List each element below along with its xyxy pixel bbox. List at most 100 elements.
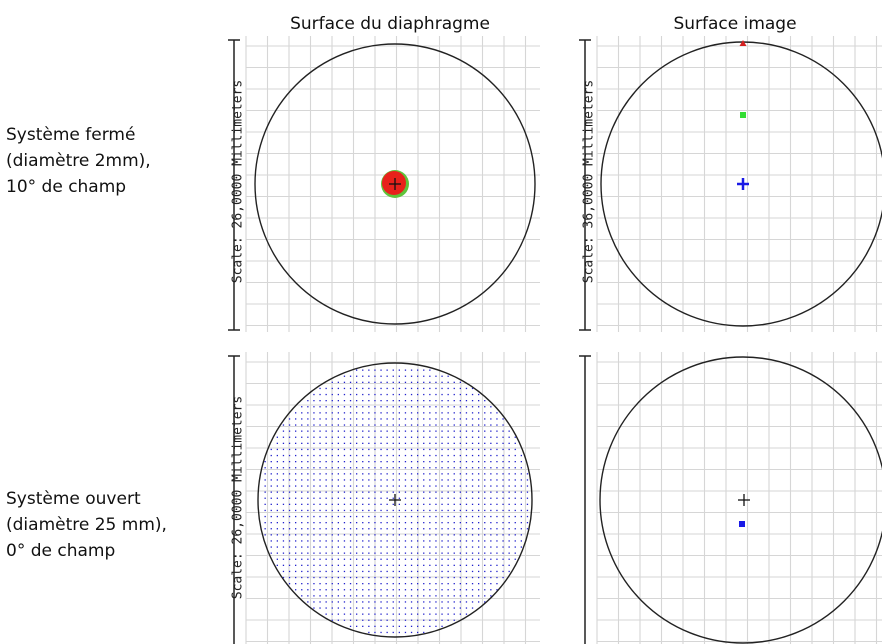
ray-dot (410, 613, 413, 615)
ray-dot (337, 430, 339, 432)
ray-dot (301, 503, 303, 505)
aperture-circle (254, 43, 536, 325)
ray-dot (459, 412, 461, 414)
ray-dot (313, 430, 315, 432)
ray-dot (270, 473, 272, 475)
ray-dot (447, 430, 449, 432)
ray-dot (368, 583, 370, 585)
ray-dot (465, 564, 468, 566)
ray-dot (325, 601, 327, 603)
ray-dot (478, 503, 480, 505)
ray-dot (453, 418, 455, 420)
ray-dot (441, 564, 443, 566)
ray-dot (502, 497, 504, 499)
ray-dot (514, 479, 516, 481)
ray-dot (441, 601, 443, 603)
ray-dot (288, 509, 291, 512)
ray-dot (398, 430, 400, 432)
panel-diaphragm-open-svg (228, 352, 540, 644)
ray-dot (380, 570, 382, 573)
ray-dot (282, 442, 285, 444)
ray-dot (374, 534, 376, 536)
ray-dot (398, 424, 400, 426)
ray-dot (288, 583, 291, 585)
ray-dot (502, 442, 504, 444)
ray-dot (356, 430, 358, 432)
ray-dot (386, 583, 388, 585)
ray-dot (404, 412, 407, 414)
ray-dot (380, 534, 382, 536)
ray-dot (398, 497, 400, 499)
ray-dot (295, 534, 297, 536)
ray-dot (417, 406, 419, 408)
ray-dot (478, 509, 480, 512)
ray-dot (307, 546, 309, 548)
ray-dot (484, 583, 486, 585)
ray-dot (270, 503, 272, 505)
ray-dot (295, 540, 297, 542)
ray-dot (453, 491, 455, 493)
ray-dot (465, 546, 468, 548)
ray-dot (429, 509, 431, 512)
ray-dot (392, 430, 394, 432)
ray-dot (465, 528, 468, 530)
ray-dot (471, 509, 474, 512)
ray-dot (490, 479, 492, 481)
ray-dot (301, 546, 303, 548)
ray-dot (368, 576, 370, 579)
ray-dot (404, 485, 407, 487)
ray-dot (325, 491, 327, 493)
ray-dot (325, 467, 327, 469)
ray-dot (325, 497, 327, 499)
ray-dot (349, 570, 352, 573)
ray-dot (441, 503, 443, 505)
ray-dot (307, 503, 309, 505)
ray-dot (526, 522, 529, 524)
ray-dot (447, 473, 449, 475)
ray-dot (484, 546, 486, 548)
ray-dot (295, 454, 297, 457)
ray-dot (423, 583, 425, 585)
ray-dot (453, 436, 455, 438)
ray-dot (398, 570, 400, 573)
ray-dot (392, 558, 394, 560)
ray-dot (362, 607, 364, 609)
ray-dot (343, 381, 346, 383)
ray-dot (490, 454, 492, 457)
ray-dot (435, 430, 437, 432)
ray-dot (392, 595, 394, 597)
ray-dot (368, 412, 370, 414)
ray-dot (362, 393, 364, 396)
ray-dot (484, 497, 486, 499)
ray-dot (386, 491, 388, 493)
ray-dot (374, 564, 376, 566)
ray-dot (362, 540, 364, 542)
ray-dot (392, 570, 394, 573)
ray-dot (319, 467, 321, 469)
ray-dot (417, 381, 419, 383)
ray-dot (429, 534, 431, 536)
ray-dot (368, 387, 370, 390)
ray-dot (301, 583, 303, 585)
ray-dot (270, 479, 272, 481)
ray-dot (301, 479, 303, 481)
ray-dot (502, 564, 504, 566)
ray-dot (471, 485, 474, 487)
ray-dot (502, 491, 504, 493)
ray-dot (471, 424, 474, 426)
ray-dot (404, 497, 407, 499)
ray-dot (423, 503, 425, 505)
ray-dot (496, 467, 498, 469)
ray-dot (398, 473, 400, 475)
ray-dot (392, 552, 394, 554)
ray-dot (264, 485, 266, 487)
ray-dot (386, 442, 388, 444)
ray-dot (295, 528, 297, 530)
ray-dot (453, 424, 455, 426)
ray-dot (410, 601, 413, 603)
ray-dot (325, 570, 327, 573)
ray-dot (417, 503, 419, 505)
ray-dot (349, 583, 352, 585)
ray-dot (496, 473, 498, 475)
